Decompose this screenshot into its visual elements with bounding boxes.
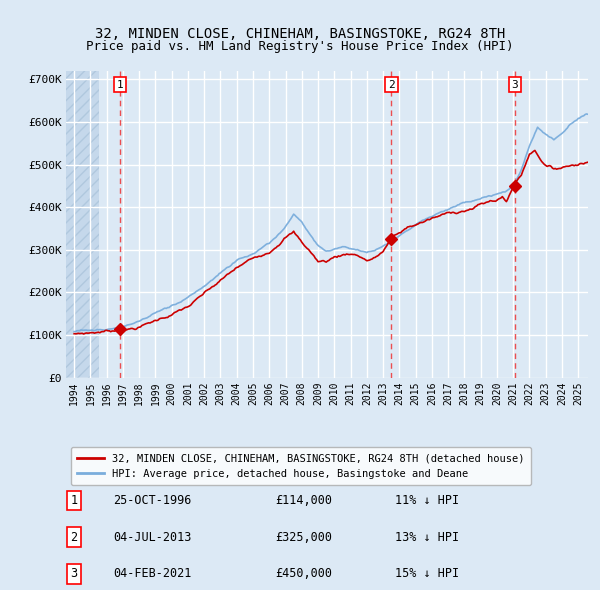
Text: £450,000: £450,000 (275, 568, 332, 581)
Text: £114,000: £114,000 (275, 494, 332, 507)
Text: 1: 1 (70, 494, 77, 507)
Text: 15% ↓ HPI: 15% ↓ HPI (395, 568, 459, 581)
Text: 25-OCT-1996: 25-OCT-1996 (113, 494, 191, 507)
Bar (66, 71, 98, 378)
Text: Price paid vs. HM Land Registry's House Price Index (HPI): Price paid vs. HM Land Registry's House … (86, 40, 514, 53)
Text: 1: 1 (116, 80, 124, 90)
Text: 04-JUL-2013: 04-JUL-2013 (113, 530, 191, 543)
Text: 11% ↓ HPI: 11% ↓ HPI (395, 494, 459, 507)
Text: 3: 3 (511, 80, 518, 90)
Text: 3: 3 (70, 568, 77, 581)
Text: 04-FEB-2021: 04-FEB-2021 (113, 568, 191, 581)
Legend: 32, MINDEN CLOSE, CHINEHAM, BASINGSTOKE, RG24 8TH (detached house), HPI: Average: 32, MINDEN CLOSE, CHINEHAM, BASINGSTOKE,… (71, 447, 530, 485)
Text: 13% ↓ HPI: 13% ↓ HPI (395, 530, 459, 543)
Text: 2: 2 (388, 80, 395, 90)
Text: 32, MINDEN CLOSE, CHINEHAM, BASINGSTOKE, RG24 8TH: 32, MINDEN CLOSE, CHINEHAM, BASINGSTOKE,… (95, 27, 505, 41)
Text: £325,000: £325,000 (275, 530, 332, 543)
Text: 2: 2 (70, 530, 77, 543)
